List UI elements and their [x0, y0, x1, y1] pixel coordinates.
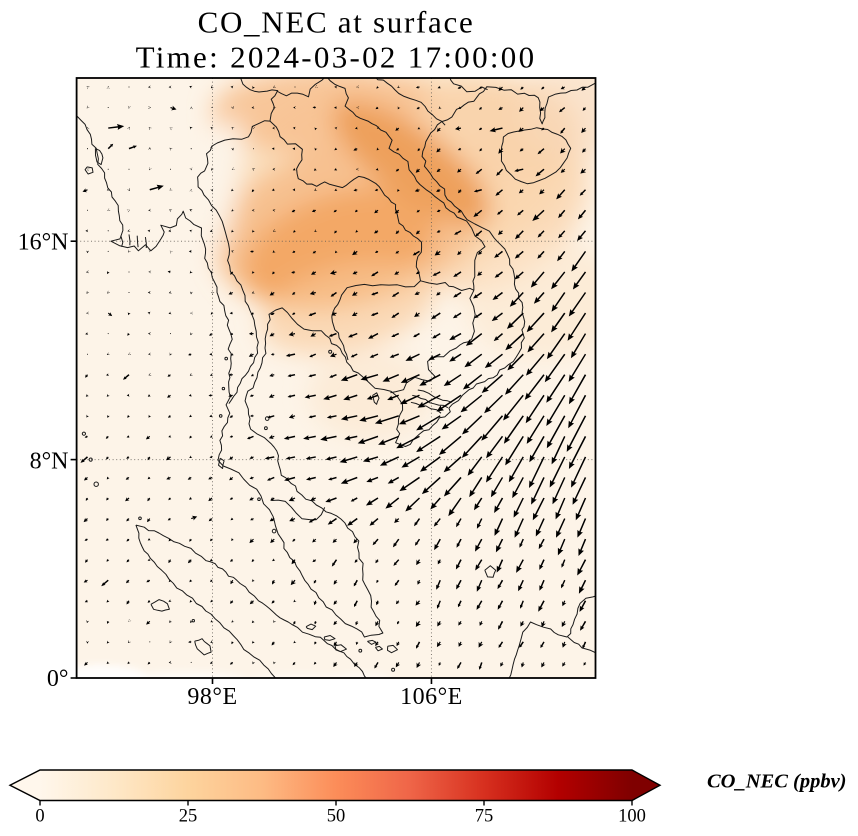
svg-text:CO_NEC (ppbv): CO_NEC (ppbv) [707, 771, 847, 793]
svg-text:0: 0 [35, 807, 44, 827]
svg-text:8°N: 8°N [30, 449, 69, 475]
svg-text:Time: 2024-03-02 17:00:00: Time: 2024-03-02 17:00:00 [136, 40, 537, 75]
svg-text:100: 100 [618, 807, 646, 827]
svg-text:16°N: 16°N [18, 230, 69, 256]
svg-text:CO_NEC at surface: CO_NEC at surface [198, 5, 475, 40]
svg-text:75: 75 [475, 807, 494, 827]
svg-text:50: 50 [327, 807, 346, 827]
svg-text:106°E: 106°E [400, 684, 463, 710]
svg-text:25: 25 [179, 807, 198, 827]
svg-text:0°: 0° [47, 666, 69, 692]
svg-text:98°E: 98°E [187, 684, 237, 710]
